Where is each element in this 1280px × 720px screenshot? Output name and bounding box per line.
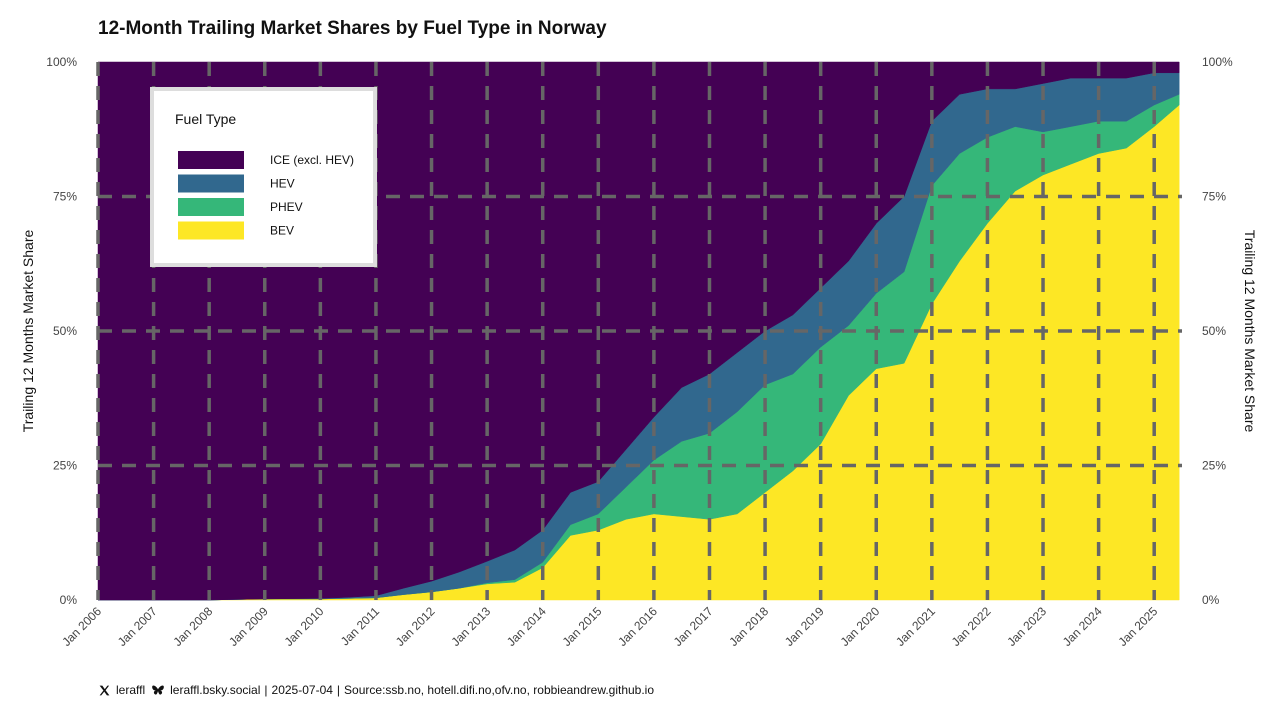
- x-tick-label: Jan 2007: [115, 604, 160, 649]
- legend-swatch: [178, 198, 244, 216]
- y-axis-title-right: Trailing 12 Months Market Share: [1242, 230, 1258, 433]
- y-axis-right: 0% 25% 50% 75% 100%: [1202, 55, 1233, 607]
- y-tick-label-right: 25%: [1202, 459, 1226, 473]
- footer: leraffl leraffl.bsky.social | 2025-07-04…: [98, 683, 654, 697]
- legend-swatch: [178, 221, 244, 240]
- x-tick-label: Jan 2015: [560, 604, 605, 649]
- footer-source: Source:ssb.no, hotell.difi.no,ofv.no, ro…: [344, 683, 655, 698]
- x-tick-label: Jan 2025: [1116, 604, 1161, 649]
- x-tick-label: Jan 2010: [282, 604, 327, 649]
- butterfly-icon: [151, 683, 165, 697]
- x-tick-label: Jan 2016: [615, 604, 660, 649]
- x-tick-label: Jan 2008: [170, 604, 215, 649]
- footer-separator: |: [336, 683, 341, 698]
- x-tick-label: Jan 2014: [504, 604, 549, 649]
- y-tick-label-left: 25%: [53, 459, 77, 473]
- y-tick-label-left: 75%: [53, 190, 77, 204]
- x-tick-label: Jan 2009: [226, 604, 271, 649]
- legend-swatch: [178, 151, 244, 169]
- footer-date: 2025-07-04: [271, 683, 333, 698]
- chart-title: 12-Month Trailing Market Shares by Fuel …: [98, 18, 607, 39]
- x-tick-label: Jan 2018: [726, 604, 771, 649]
- footer-separator: |: [264, 683, 268, 698]
- x-tick-label: Jan 2022: [949, 604, 994, 649]
- x-tick-label: Jan 2011: [338, 604, 382, 648]
- y-axis-left: 0% 25% 50% 75% 100%: [46, 55, 77, 607]
- y-tick-label-right: 100%: [1202, 55, 1233, 69]
- x-tick-label: Jan 2024: [1060, 604, 1105, 649]
- legend-swatch: [178, 174, 244, 193]
- legend-title: Fuel Type: [175, 111, 236, 127]
- y-tick-label-right: 75%: [1202, 190, 1226, 204]
- x-logo-icon: [98, 683, 111, 697]
- legend-label: BEV: [270, 224, 294, 238]
- legend-label: HEV: [270, 177, 295, 191]
- y-tick-label-right: 50%: [1202, 324, 1226, 338]
- grid-lines: [96, 62, 1182, 600]
- y-tick-label-left: 50%: [53, 324, 77, 338]
- footer-bsky-handle: leraffl.bsky.social: [170, 683, 261, 698]
- legend-label: ICE (excl. HEV): [270, 153, 354, 167]
- x-tick-label: Jan 2019: [782, 604, 827, 649]
- x-tick-label: Jan 2020: [838, 604, 883, 649]
- legend: Fuel Type ICE (excl. HEV) HEV PHEV BEV: [150, 87, 377, 267]
- x-axis: Jan 2006 Jan 2007 Jan 2008 Jan 2009 Jan 2010…: [59, 604, 1160, 649]
- legend-label: PHEV: [270, 200, 303, 214]
- x-tick-label: Jan 2021: [893, 604, 938, 649]
- y-tick-label-right: 0%: [1202, 593, 1220, 607]
- x-tick-label: Jan 2006: [59, 604, 104, 649]
- x-tick-label: Jan 2013: [448, 604, 493, 649]
- y-tick-label-left: 0%: [60, 593, 78, 607]
- y-axis-title-left: Trailing 12 Months Market Share: [20, 230, 36, 433]
- x-tick-label: Jan 2023: [1004, 604, 1049, 649]
- x-tick-label: Jan 2012: [393, 604, 438, 649]
- y-tick-label-left: 100%: [46, 55, 77, 69]
- x-tick-label: Jan 2017: [671, 604, 716, 649]
- footer-x-handle: leraffl: [116, 683, 146, 698]
